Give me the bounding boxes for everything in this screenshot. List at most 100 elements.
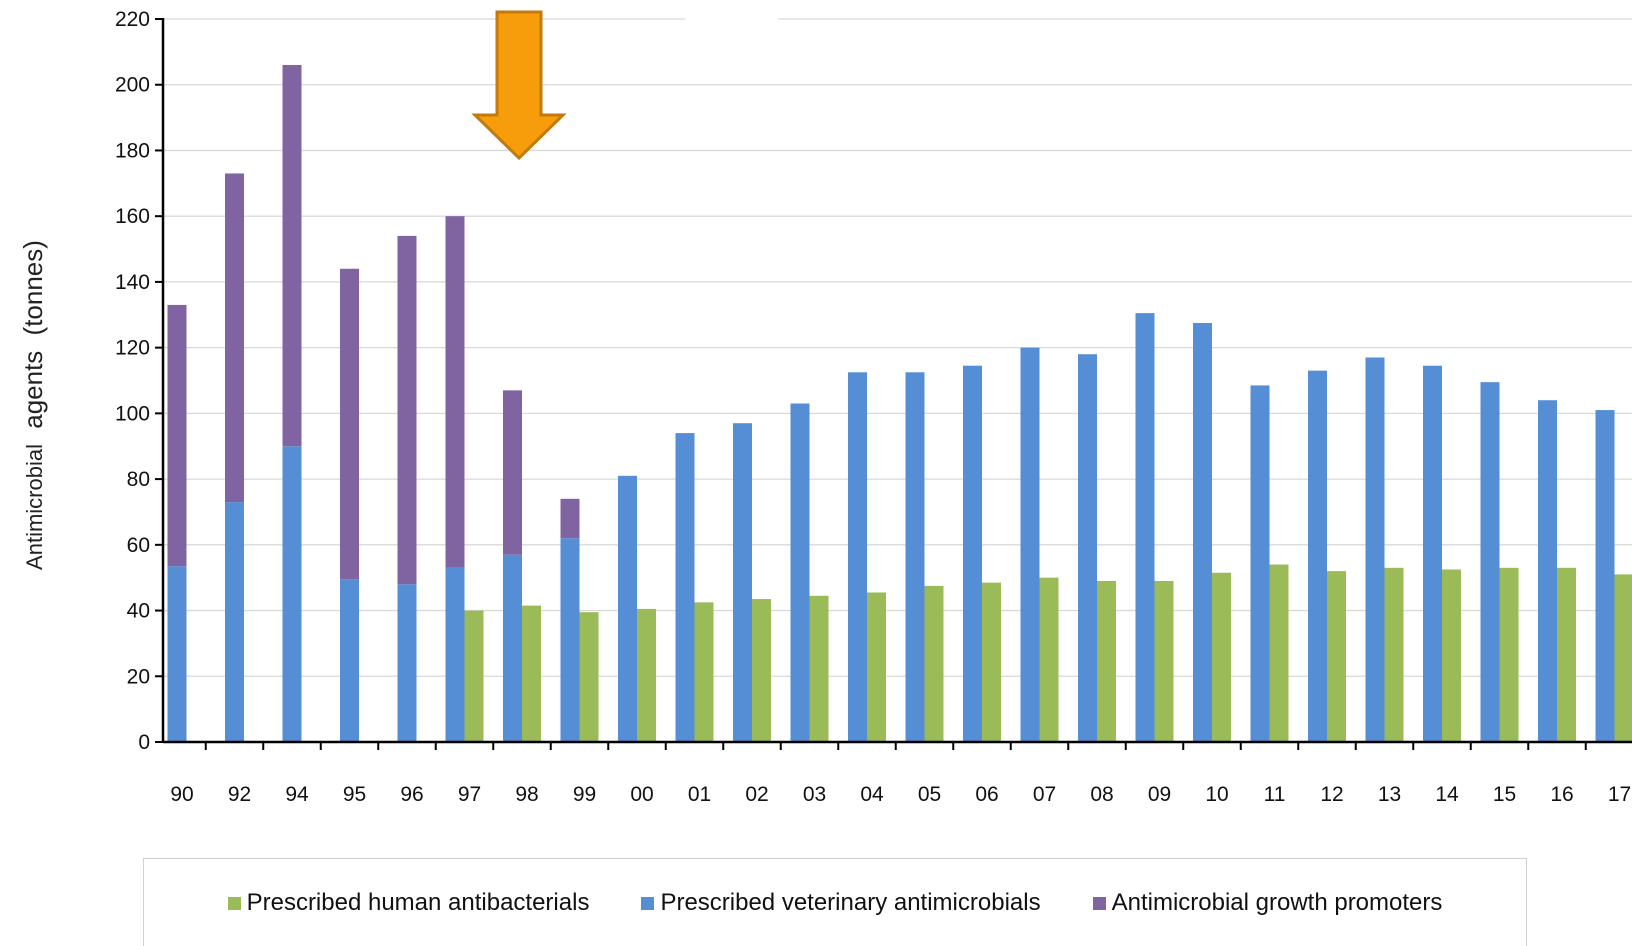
bar-human (1154, 580, 1174, 742)
y-tick-label: 200 (115, 74, 150, 97)
bar-human (982, 582, 1001, 742)
bar-human (579, 612, 599, 742)
y-axis-label: Antimicrobial agents (tonnes) (18, 240, 48, 570)
bar-veterinary (1595, 410, 1615, 742)
bar-growth-promoters (167, 304, 187, 567)
bar-veterinary (675, 433, 695, 742)
bar-veterinary (1423, 365, 1442, 742)
bar-human (1557, 567, 1576, 742)
bar-veterinary (1193, 322, 1212, 742)
bar-veterinary (618, 475, 637, 742)
x-tick-label: 17 (1608, 783, 1631, 806)
x-tick-label: 12 (1320, 783, 1343, 806)
y-tick-label: 80 (127, 468, 150, 491)
bar-veterinary (1480, 382, 1500, 742)
bar-human (694, 602, 714, 742)
bar-growth-promoters (503, 390, 522, 555)
x-tick-label: 97 (458, 783, 481, 806)
bar-veterinary (1250, 385, 1270, 742)
bar-human (924, 585, 944, 742)
legend-label-human: Prescribed human antibacterials (246, 889, 590, 916)
bar-veterinary (167, 566, 187, 742)
x-tick-label: 02 (745, 783, 768, 806)
bar-human (522, 605, 541, 742)
y-tick-label: 160 (115, 205, 150, 228)
legend-item-veterinary: Prescribed veterinary antimicrobials (641, 889, 1041, 917)
bar-growth-promoters (445, 216, 465, 568)
bar-veterinary (503, 554, 522, 742)
y-tick-label: 0 (138, 731, 150, 754)
legend: Prescribed human antibacterials Prescrib… (143, 858, 1527, 946)
x-tick-label: 14 (1435, 783, 1459, 806)
bar-growth-promoters (397, 235, 417, 585)
bar-human (1269, 564, 1289, 742)
bar-growth-promoters (340, 268, 359, 580)
bar-growth-promoters (225, 173, 244, 503)
bar-veterinary (1538, 400, 1557, 742)
bar-veterinary (905, 372, 925, 742)
x-tick-label: 92 (228, 783, 251, 806)
bar-human (1039, 577, 1059, 742)
x-tick-label: 10 (1205, 783, 1228, 806)
x-tick-label: 99 (573, 783, 596, 806)
bars (167, 65, 1632, 742)
bar-human (809, 595, 829, 742)
y-tick-label: 220 (115, 8, 150, 31)
x-tick-label: 90 (170, 783, 193, 806)
down-arrow-icon (471, 10, 567, 161)
legend-swatch-growth-promoters (1092, 896, 1106, 910)
bar-human (637, 608, 656, 742)
x-tick-label: 98 (515, 783, 538, 806)
bar-human (1384, 567, 1404, 742)
x-tick-label: 16 (1550, 783, 1573, 806)
bar-human (867, 592, 886, 742)
x-tick-label: 95 (343, 783, 366, 806)
y-tick-label: 60 (127, 534, 150, 557)
bar-veterinary (225, 502, 244, 742)
x-tick-label: 06 (975, 783, 998, 806)
y-tick-label: 120 (115, 337, 150, 360)
x-tick-label: 03 (803, 783, 826, 806)
annotations (471, 10, 567, 161)
bar-veterinary (445, 567, 465, 742)
bar-human (752, 599, 771, 742)
y-axis-label-part-3: (tonnes) (18, 240, 48, 335)
bar-human (464, 610, 484, 742)
y-tick-label: 40 (127, 600, 150, 623)
y-tick-label: 180 (115, 139, 150, 162)
x-tick-label: 07 (1033, 783, 1056, 806)
x-tick-label: 13 (1378, 783, 1401, 806)
y-axis-label-part-1: Antimicrobial (22, 444, 47, 570)
bar-veterinary (560, 538, 580, 742)
x-tick-label: 96 (400, 783, 423, 806)
x-tick-label: 00 (630, 783, 653, 806)
legend-label-growth-promoters: Antimicrobial growth promoters (1111, 889, 1443, 916)
legend-item-growth-promoters: Antimicrobial growth promoters (1092, 889, 1443, 917)
bar-veterinary (397, 584, 417, 742)
gridlines (163, 18, 1632, 677)
legend-item-human: Prescribed human antibacterials (227, 889, 590, 917)
bar-human (1212, 572, 1231, 742)
bar-human (1499, 567, 1519, 742)
x-tick-label: 94 (285, 783, 309, 806)
bar-veterinary (1078, 354, 1097, 742)
bar-veterinary (1020, 347, 1040, 742)
bar-growth-promoters (560, 498, 580, 539)
y-axis-label-part-2: agents (18, 351, 48, 429)
legend-swatch-human (227, 896, 241, 910)
x-tick-label: 08 (1090, 783, 1113, 806)
bar-veterinary (963, 365, 982, 742)
bar-veterinary (1365, 357, 1385, 742)
bar-human (1442, 569, 1461, 742)
x-tick-label: 04 (860, 783, 884, 806)
y-tick-label: 20 (127, 665, 150, 688)
bar-human (1097, 580, 1116, 742)
bar-veterinary (282, 446, 302, 742)
bar-veterinary (340, 579, 359, 742)
x-tick-label: 05 (918, 783, 941, 806)
bar-human (1327, 571, 1346, 742)
bar-veterinary (1308, 370, 1327, 742)
bar-veterinary (733, 423, 752, 742)
